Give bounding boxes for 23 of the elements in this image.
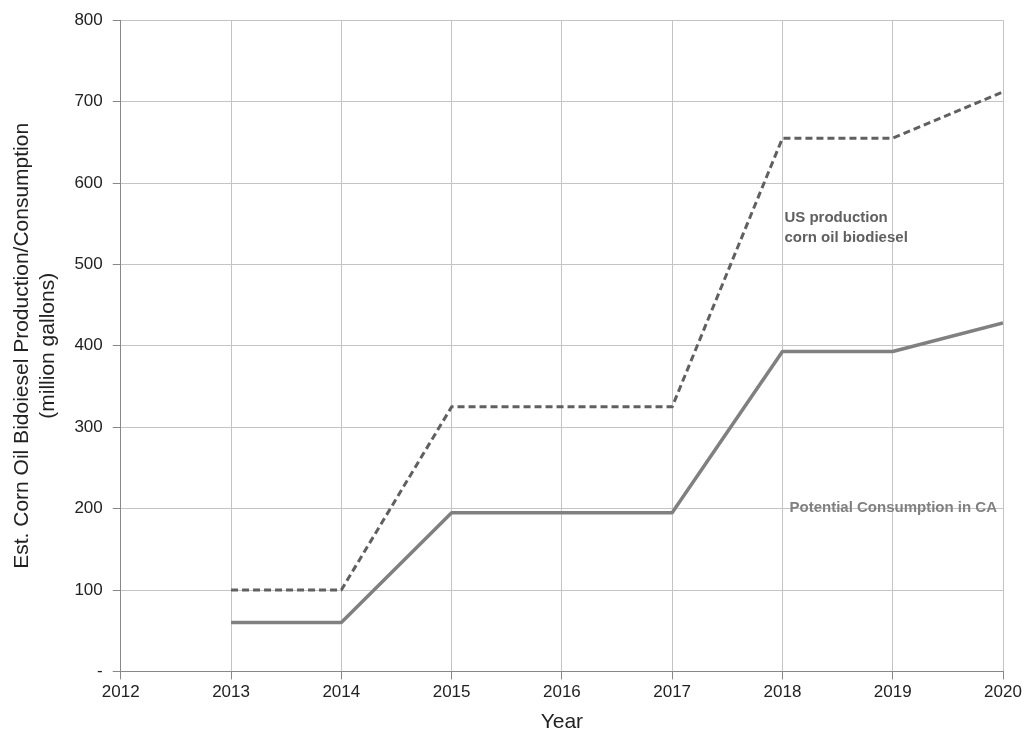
y-tick-label: 600 — [74, 172, 103, 192]
x-tick-label: 2012 — [101, 682, 140, 702]
y-tick-label: 700 — [74, 91, 103, 111]
x-tick-label: 2013 — [212, 682, 250, 702]
y-tick-label: 400 — [74, 335, 103, 355]
y-tick-label: 100 — [74, 579, 103, 599]
y-tick-label: 200 — [74, 498, 103, 518]
x-tick-label: 2018 — [763, 682, 802, 702]
series-label: US production corn oil biodiesel — [784, 208, 908, 246]
y-axis-title: Est. Corn Oil Bidoiesel Production/Consumption (million gallons) — [9, 122, 58, 569]
y-tick-label: 800 — [74, 9, 103, 29]
line-series — [229, 90, 1003, 592]
x-tick-label: 2014 — [322, 682, 361, 702]
text: Potential Consumption in CA — [789, 498, 998, 516]
x-tick-label: 2019 — [873, 682, 912, 702]
x-axis-title: Year — [540, 709, 584, 733]
x-tick-label: 2020 — [984, 682, 1022, 702]
y-tick-label: - — [97, 661, 103, 681]
x-tick-label: 2015 — [432, 682, 471, 702]
y-tick-label: 500 — [74, 254, 103, 274]
x-tick-label: 2016 — [542, 682, 581, 702]
x-tick-label: 2017 — [653, 682, 692, 702]
y-tick-label: 300 — [74, 416, 103, 436]
